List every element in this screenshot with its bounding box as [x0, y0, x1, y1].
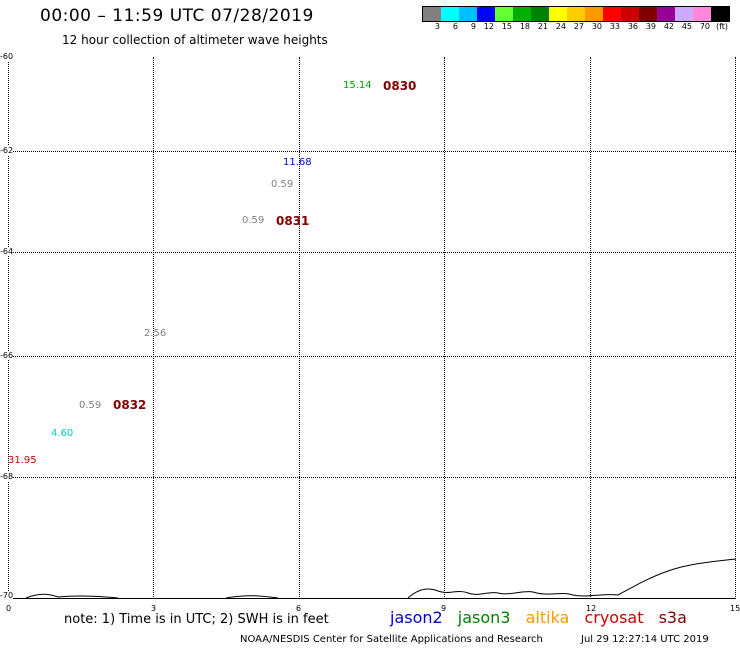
- legend-label: 12: [483, 22, 494, 31]
- y-label-64: -64: [0, 247, 14, 256]
- legend-swatch: [675, 7, 693, 21]
- legend-swatch: [621, 7, 639, 21]
- obs-swh-label: 2.56: [144, 328, 167, 339]
- y-label-62: -62: [0, 146, 14, 155]
- legend-label: 18: [519, 22, 530, 31]
- legend-swatch: [531, 7, 549, 21]
- grid-line-y-62: [8, 151, 736, 152]
- y-label-60: -60: [0, 52, 14, 61]
- satellite-s3a: s3a: [658, 608, 687, 627]
- x-label-6: 6: [296, 604, 302, 613]
- units-note: note: 1) Time is in UTC; 2) SWH is in fe…: [64, 612, 329, 627]
- legend-swatch: [459, 7, 477, 21]
- plot-frame: [8, 57, 736, 599]
- satellite-jason3: jason3: [457, 608, 511, 627]
- credit-text: NOAA/NESDIS Center for Satellite Applica…: [240, 634, 543, 645]
- legend-swatch: [693, 7, 711, 21]
- legend-label: 24: [555, 22, 566, 31]
- legend-swatch: [639, 7, 657, 21]
- legend-swatch: [657, 7, 675, 21]
- legend-label: 70: [699, 22, 710, 31]
- grid-line-x12: [590, 57, 591, 599]
- legend-swatch: [549, 7, 567, 21]
- legend-label: 3: [434, 22, 440, 31]
- legend-label: 6: [452, 22, 458, 31]
- legend-swatch: [513, 7, 531, 21]
- legend-labels: 3 6 9 12 15 18 21 24 27 30 33 36 39 42 45 70: [422, 22, 710, 31]
- legend-swatch: [423, 7, 441, 21]
- x-label-0: 0: [6, 604, 12, 613]
- legend-swatch: [441, 7, 459, 21]
- legend-label: 42: [663, 22, 674, 31]
- x-label-15: 15: [730, 604, 740, 613]
- obs-swh-label: 11.68: [283, 157, 312, 168]
- obs-swh-label: 15.14: [343, 80, 372, 91]
- map-title: 00:00 – 11:59 UTC 07/28/2019: [40, 6, 314, 26]
- obs-swh-label: 4.60: [51, 428, 74, 439]
- grid-line-y-68: [8, 477, 736, 478]
- satellite-legend: jason2 jason3 altika cryosat s3a: [390, 608, 697, 627]
- pass-time-label: 0831: [276, 214, 310, 228]
- x-label-9: 9: [441, 604, 447, 613]
- y-label-68: -68: [0, 472, 14, 481]
- legend-label: 30: [591, 22, 602, 31]
- grid-line-x9: [444, 57, 445, 599]
- legend-label: 39: [645, 22, 656, 31]
- grid-line-x15: [735, 57, 736, 599]
- legend-label: 21: [537, 22, 548, 31]
- satellite-jason2: jason2: [390, 608, 443, 627]
- grid-line-y-64: [8, 252, 736, 253]
- x-label-3: 3: [151, 604, 157, 613]
- wave-height-color-legend: [422, 6, 730, 22]
- pass-time-label: 0832: [113, 398, 147, 412]
- legend-swatch: [585, 7, 603, 21]
- legend-swatch: [477, 7, 495, 21]
- satellite-altika: altika: [525, 608, 570, 627]
- obs-swh-label: 0.59: [79, 400, 102, 411]
- legend-label: 36: [627, 22, 638, 31]
- legend-swatch: [495, 7, 513, 21]
- grid-line-y-66: [8, 356, 736, 357]
- satellite-cryosat: cryosat: [584, 608, 644, 627]
- grid-line-x6: [299, 57, 300, 599]
- y-label-66: -66: [0, 351, 14, 360]
- legend-label: 9: [470, 22, 476, 31]
- obs-swh-label: 0.59: [271, 179, 294, 190]
- generated-timestamp: Jul 29 12:27:14 UTC 2019: [581, 634, 709, 645]
- y-label-70: -70: [0, 591, 14, 600]
- antarctic-coastline: [25, 558, 736, 599]
- legend-unit: (ft): [716, 22, 729, 31]
- legend-label: 33: [609, 22, 620, 31]
- legend-swatch: [711, 7, 729, 21]
- x-label-12: 12: [586, 604, 597, 613]
- legend-label: 27: [573, 22, 584, 31]
- map-subtitle: 12 hour collection of altimeter wave hei…: [62, 33, 328, 47]
- legend-swatch: [603, 7, 621, 21]
- legend-swatch: [567, 7, 585, 21]
- obs-swh-label: 0.59: [242, 215, 265, 226]
- legend-label: 45: [681, 22, 692, 31]
- grid-line-x3: [153, 57, 154, 599]
- map-plot-area: [8, 57, 736, 599]
- obs-swh-label: 31.95: [8, 455, 37, 466]
- legend-label: 15: [501, 22, 512, 31]
- pass-time-label: 0830: [383, 79, 417, 93]
